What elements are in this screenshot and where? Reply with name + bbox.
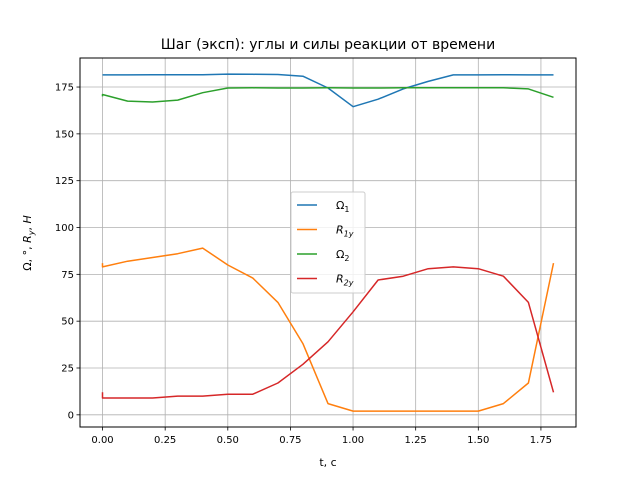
x-tick-label: 0.50: [217, 435, 239, 446]
x-tick-label: 0.25: [154, 435, 176, 446]
legend-entry: Ω2: [336, 248, 350, 263]
legend-entry-main: Ω: [336, 199, 344, 212]
series-line-3: [101, 87, 554, 103]
y-tick-label: 50: [61, 317, 74, 328]
x-tick-label: 1.00: [342, 435, 364, 446]
y-tick-label: 75: [61, 270, 74, 281]
x-tick-label: 1.75: [530, 435, 552, 446]
legend-entry-sub: 2y: [344, 279, 354, 288]
plot-frame: [79, 57, 577, 428]
y-label-r-sub: y: [27, 230, 36, 236]
x-axis-label: t, c: [319, 456, 336, 469]
chart-title: Шаг (эксп): углы и силы реакции от време…: [161, 37, 495, 53]
y-tick-label: 125: [55, 176, 74, 187]
legend-box: [290, 191, 366, 294]
legend-entry-sub: 1: [344, 205, 349, 214]
x-tick-label: 0.75: [279, 435, 301, 446]
series-line-4: [101, 266, 555, 399]
legend-entry-sub: 1y: [344, 230, 354, 239]
y-label-r: R: [21, 235, 34, 243]
legend-entry-main: R: [336, 224, 344, 237]
y-label-h-italic: H: [21, 215, 34, 223]
y-label-h: ,: [21, 223, 34, 230]
series-lines: [101, 73, 555, 412]
y-label-omega: Ω, °,: [21, 243, 34, 271]
series-line-1: [102, 73, 554, 108]
y-tick-label: 25: [61, 363, 74, 374]
ticks: 0.00 0.25 0.50 0.75 1.00 1.25 1.50 1.75 0 25 50 75 1…: [55, 83, 552, 446]
y-axis-label: Ω, °, Ry, H: [21, 215, 36, 271]
series-line-2: [101, 247, 555, 412]
y-tick-label: 175: [55, 83, 74, 94]
legend-entry-main: R: [336, 273, 344, 286]
legend-entry-sub: 2: [344, 254, 349, 263]
y-tick-label: 150: [55, 129, 74, 140]
legend-entry: R1y: [336, 224, 354, 239]
legend-entry: Ω1: [336, 199, 350, 214]
x-tick-label: 0.00: [91, 435, 113, 446]
y-tick-label: 0: [68, 410, 74, 421]
legend-entry-main: Ω: [336, 248, 344, 261]
x-tick-label: 1.25: [405, 435, 427, 446]
x-tick-label: 1.50: [467, 435, 489, 446]
legend-entry: R2y: [336, 273, 354, 288]
y-tick-label: 100: [55, 223, 74, 234]
